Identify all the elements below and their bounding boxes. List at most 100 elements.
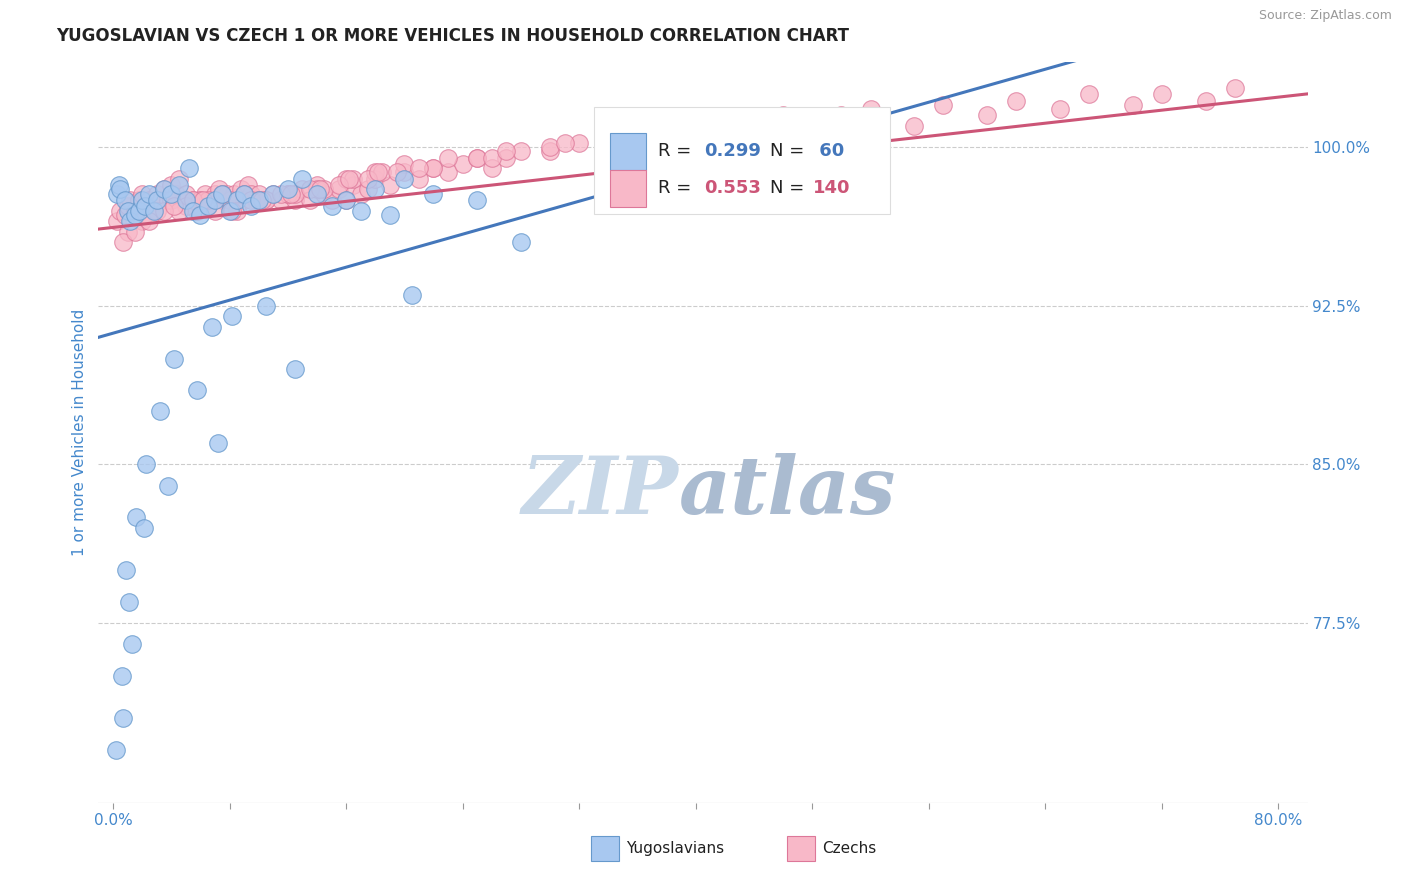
Point <box>357 171 380 186</box>
Point <box>142 203 165 218</box>
Point <box>225 193 247 207</box>
Y-axis label: 1 or more Vehicles in Household: 1 or more Vehicles in Household <box>72 309 87 557</box>
Point <box>221 310 243 324</box>
Point <box>157 478 180 492</box>
Point <box>160 193 183 207</box>
Point <box>685 119 707 133</box>
Point <box>437 151 460 165</box>
Point <box>337 171 360 186</box>
Point <box>204 186 226 201</box>
Point <box>422 161 444 176</box>
Point <box>394 171 416 186</box>
Point <box>186 384 208 398</box>
Point <box>181 203 204 218</box>
Point <box>305 186 328 201</box>
Point <box>108 178 131 193</box>
Point <box>758 119 780 133</box>
Point <box>131 186 153 201</box>
Point <box>321 193 343 207</box>
Point <box>247 186 270 201</box>
Point <box>342 178 364 193</box>
Point <box>186 203 208 218</box>
Point <box>280 186 302 201</box>
Point <box>451 157 474 171</box>
Point <box>110 203 132 218</box>
Point <box>1049 102 1071 116</box>
Point <box>211 186 233 201</box>
Point <box>247 193 270 207</box>
Point <box>208 182 231 196</box>
Point <box>262 186 284 201</box>
FancyBboxPatch shape <box>610 133 647 169</box>
Point <box>121 637 143 651</box>
Point <box>114 193 136 207</box>
Point <box>115 563 138 577</box>
Point <box>134 199 156 213</box>
Point <box>350 203 373 218</box>
Point <box>197 193 219 207</box>
Point <box>204 203 226 218</box>
Point <box>1194 94 1216 108</box>
Point <box>465 193 488 207</box>
Point <box>117 203 139 218</box>
Point <box>245 193 267 207</box>
Point <box>394 157 416 171</box>
Point <box>110 182 132 196</box>
Point <box>163 199 186 213</box>
Point <box>221 203 243 218</box>
Point <box>165 186 187 201</box>
Point <box>291 171 314 186</box>
Text: Yugoslavians: Yugoslavians <box>626 841 724 855</box>
Point <box>699 119 721 133</box>
Point <box>509 235 531 250</box>
Point <box>437 165 460 179</box>
Point <box>120 193 142 207</box>
Text: 0.553: 0.553 <box>704 179 761 197</box>
Point <box>190 208 212 222</box>
Point <box>401 288 423 302</box>
Point <box>177 161 200 176</box>
Point <box>1078 87 1101 102</box>
Point <box>254 299 277 313</box>
Point <box>160 186 183 201</box>
Point <box>128 203 150 218</box>
Point <box>254 193 277 207</box>
Point <box>233 186 256 201</box>
Point <box>105 186 128 201</box>
Point <box>350 186 373 201</box>
Point <box>801 114 824 128</box>
Point <box>568 136 591 150</box>
Point <box>394 165 416 179</box>
Point <box>190 193 212 207</box>
Point <box>270 186 292 201</box>
Point <box>422 161 444 176</box>
Point <box>1005 94 1028 108</box>
Point <box>181 193 204 207</box>
FancyBboxPatch shape <box>610 169 647 207</box>
Point <box>131 214 153 228</box>
Point <box>104 743 127 757</box>
Point <box>138 193 160 207</box>
Point <box>284 193 307 207</box>
Point <box>201 319 224 334</box>
Text: atlas: atlas <box>679 453 896 531</box>
Point <box>270 193 292 207</box>
Point <box>1223 80 1246 95</box>
Point <box>314 186 336 201</box>
Point <box>194 186 217 201</box>
Point <box>612 129 634 144</box>
Text: N =: N = <box>769 179 810 197</box>
Point <box>190 193 212 207</box>
Point <box>204 193 226 207</box>
Point <box>215 186 238 201</box>
Point <box>335 193 357 207</box>
Point <box>367 165 389 179</box>
Point <box>328 178 350 193</box>
Point <box>174 199 197 213</box>
Text: N =: N = <box>769 143 810 161</box>
Point <box>247 193 270 207</box>
FancyBboxPatch shape <box>595 107 890 214</box>
Point <box>254 193 277 207</box>
Point <box>481 161 503 176</box>
Point <box>298 182 321 196</box>
